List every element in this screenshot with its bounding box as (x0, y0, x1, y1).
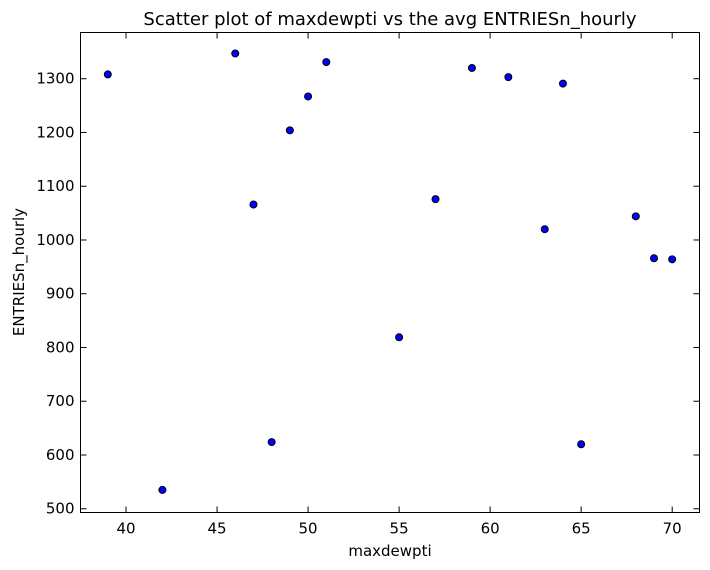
data-point (249, 200, 258, 209)
data-point (158, 485, 167, 494)
data-point (540, 225, 549, 234)
data-point (322, 58, 331, 67)
y-tick-label: 1200 (36, 123, 74, 141)
y-tick-label: 500 (46, 500, 75, 518)
x-tick-label: 70 (663, 520, 682, 538)
y-axis-label: ENTRIESn_hourly (10, 208, 29, 336)
y-tick-label: 1100 (36, 177, 74, 195)
data-point (668, 255, 677, 264)
data-point (267, 438, 276, 447)
data-point (231, 49, 240, 58)
y-tick-label: 1000 (36, 231, 74, 249)
y-tick-label: 700 (46, 392, 75, 410)
y-tick-label: 1300 (36, 70, 74, 88)
x-tick-label: 60 (481, 520, 500, 538)
data-points (103, 49, 677, 494)
data-point (577, 440, 586, 449)
data-point (558, 79, 567, 88)
data-point (395, 333, 404, 342)
x-axis-label: maxdewpti (348, 542, 431, 560)
y-tick-label: 800 (46, 338, 75, 356)
data-point (103, 70, 112, 79)
x-tick-label: 45 (207, 520, 226, 538)
data-point (631, 212, 640, 221)
x-tick-label: 50 (299, 520, 318, 538)
data-point (504, 73, 513, 82)
axis-ticks: 40 45 50 55 60 65 70 500 600 700 800 900 1000 1100 120… (36, 32, 700, 538)
data-point (304, 92, 313, 101)
data-point (467, 63, 476, 72)
y-tick-label: 600 (46, 446, 75, 464)
plot-frame (80, 32, 700, 513)
data-point (649, 254, 658, 263)
x-tick-label: 40 (116, 520, 135, 538)
data-point (431, 195, 440, 204)
y-tick-label: 900 (46, 285, 75, 303)
chart-title: Scatter plot of maxdewpti vs the avg ENT… (143, 9, 637, 30)
x-tick-label: 55 (390, 520, 409, 538)
x-tick-label: 65 (572, 520, 591, 538)
data-point (285, 126, 294, 135)
